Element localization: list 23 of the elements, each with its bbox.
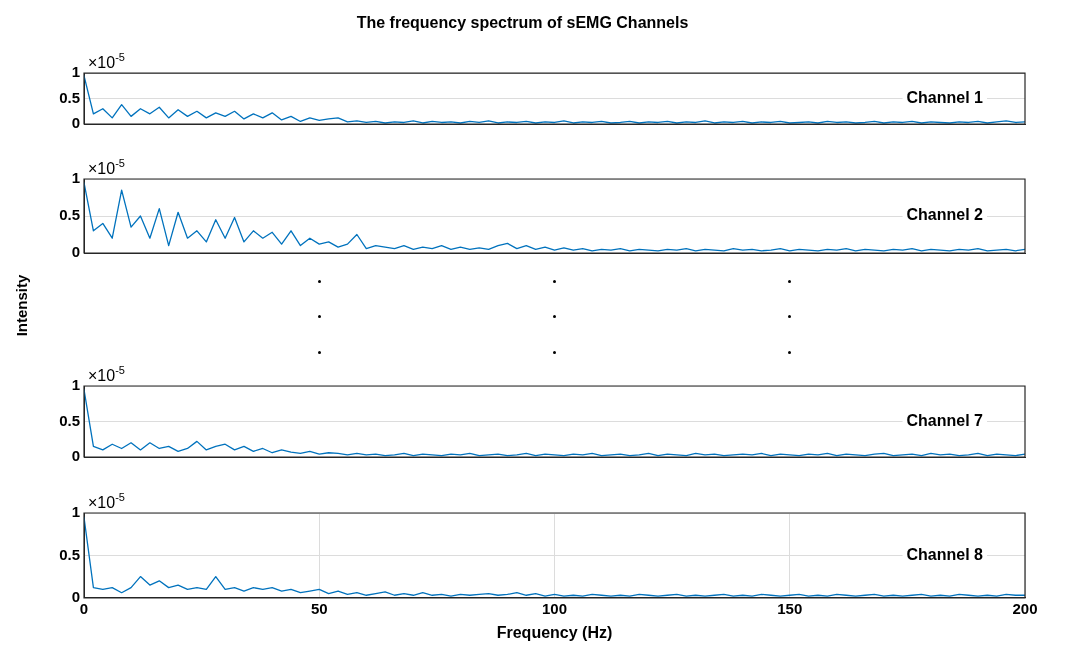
x-tick-label: 200 bbox=[1012, 599, 1038, 617]
y-tick-label: 0.5 bbox=[59, 88, 80, 106]
y-tick-label: 1 bbox=[71, 503, 80, 521]
x-tick-label: 150 bbox=[777, 599, 803, 617]
y-tick-label: 0 bbox=[71, 587, 80, 605]
annotation: Channel 8 bbox=[906, 545, 984, 563]
chart-title: The frequency spectrum of sEMG Channels bbox=[356, 14, 689, 32]
y-tick-label: 0.5 bbox=[59, 206, 80, 224]
x-tick-label: 50 bbox=[310, 599, 328, 617]
annotation: Channel 7 bbox=[906, 411, 984, 429]
annotation: Channel 1 bbox=[906, 89, 984, 107]
y-tick-label: 0.5 bbox=[59, 545, 80, 563]
x-tick-label: 100 bbox=[541, 599, 568, 617]
y-tick-label: 0 bbox=[71, 243, 80, 261]
x-axis-title: Frequency (Hz) bbox=[496, 623, 613, 641]
y-tick-label: 1 bbox=[71, 169, 80, 187]
y-tick-label: 0 bbox=[71, 114, 80, 132]
y-tick-label: 0 bbox=[71, 447, 80, 465]
y-tick-label: 0.5 bbox=[59, 411, 80, 429]
y-tick-label: 1 bbox=[71, 63, 80, 81]
annotation: Channel 2 bbox=[906, 206, 984, 224]
y-axis-title: Intensity bbox=[13, 274, 31, 336]
y-tick-label: 1 bbox=[71, 376, 80, 394]
